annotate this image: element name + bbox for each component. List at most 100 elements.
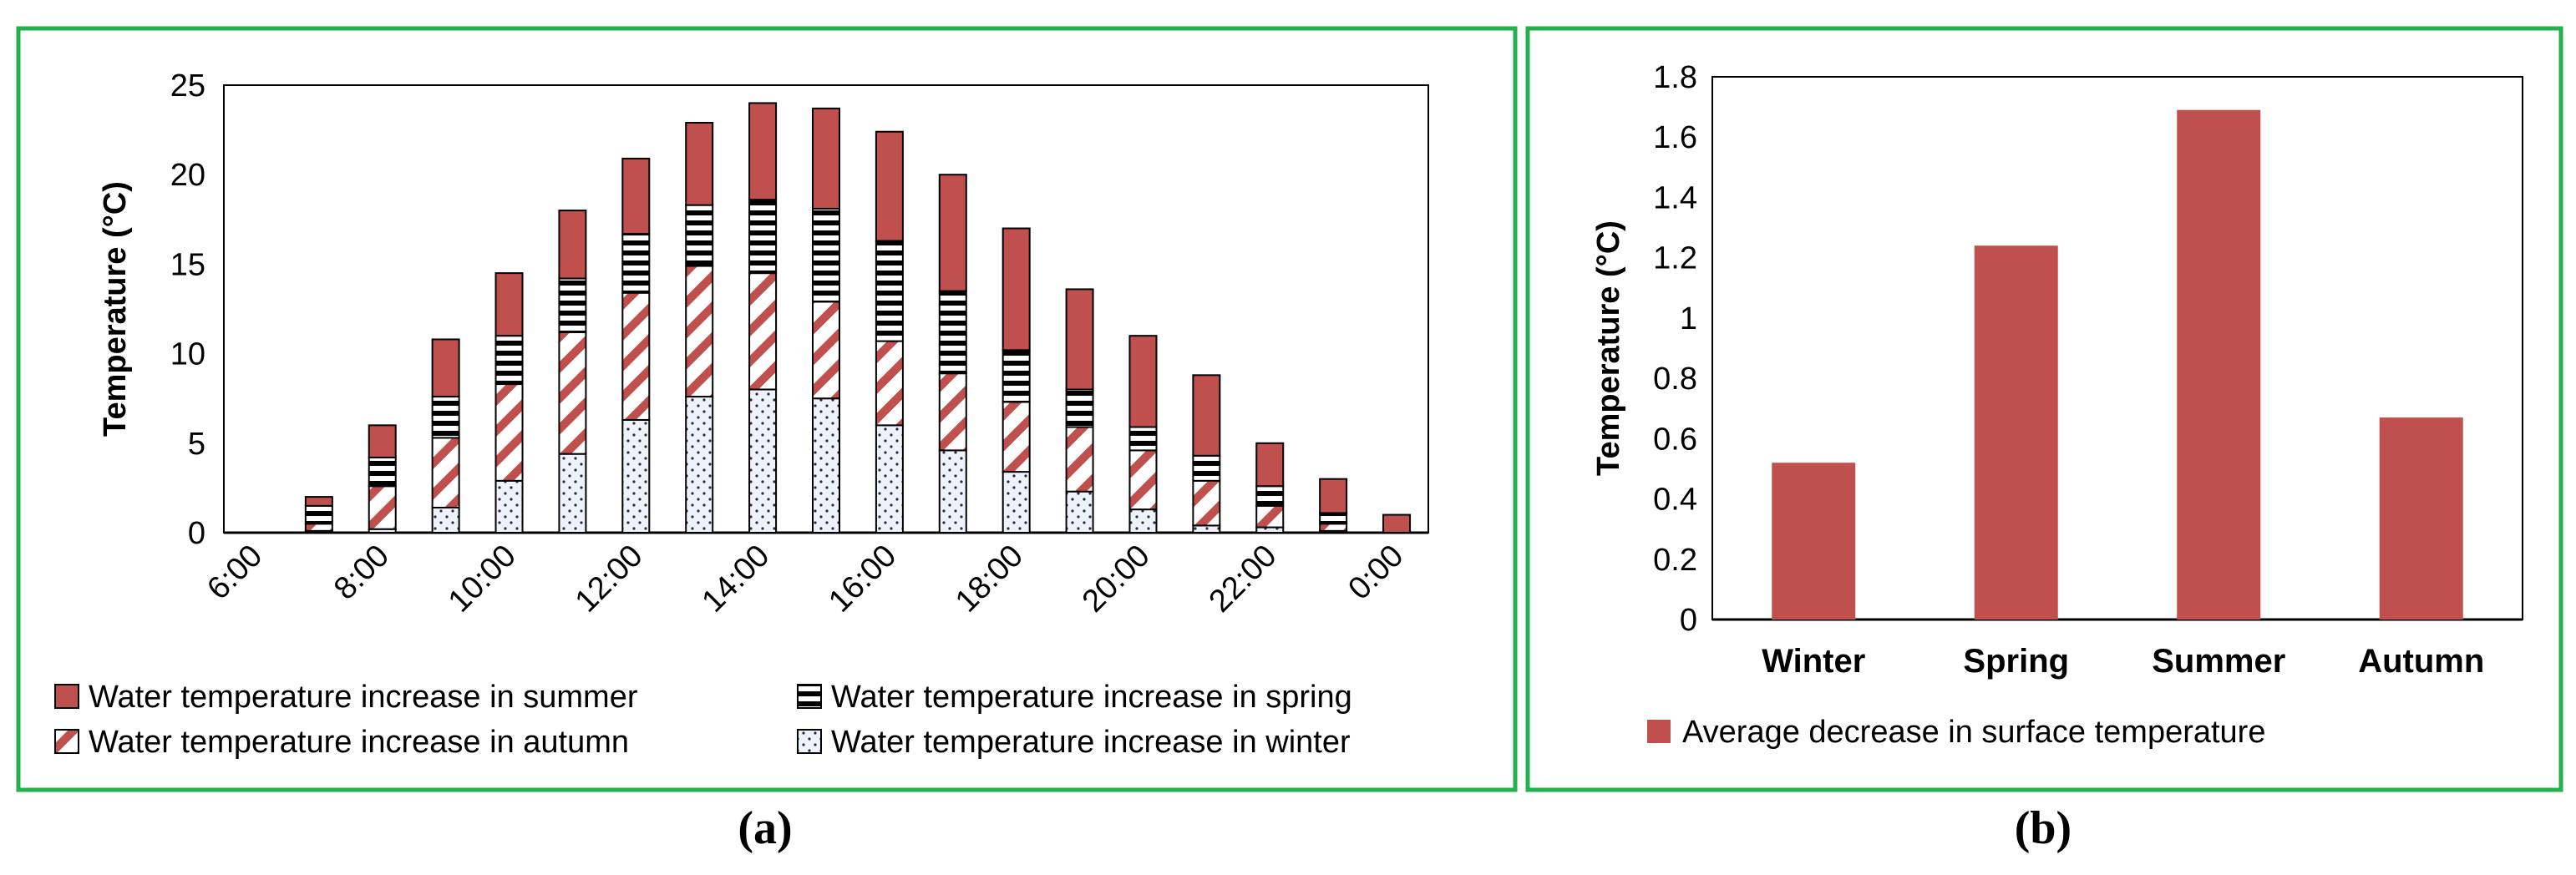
bar-segment-summer-16-00 [875, 130, 904, 242]
bar-segment-summer-7-00 [304, 496, 333, 507]
bar-segment-autumn-8-00 [368, 485, 397, 530]
y-tick-label-b: 0 [1680, 603, 1697, 638]
x-tick-label-a: 20:00 [1076, 539, 1157, 620]
category-label-spring: Spring [1963, 643, 2069, 680]
legend-swatch-spring [797, 684, 822, 709]
panel-a-frame [16, 26, 1518, 792]
legend-swatch-winter [797, 729, 822, 754]
legend-label-autumn: Water temperature increase in autumn [89, 725, 629, 760]
y-tick-label-b: 1.4 [1653, 180, 1697, 215]
bar-segment-autumn-13-00 [685, 265, 714, 398]
y-tick-label-b: 0.2 [1653, 543, 1697, 578]
y-tick-label-a: 5 [188, 427, 205, 462]
legend-swatch-summer [54, 684, 79, 709]
y-tick-label-b: 1.8 [1653, 60, 1697, 95]
bar-summer [2177, 109, 2261, 620]
y-tick-label-b: 0.6 [1653, 422, 1697, 457]
bar-segment-spring-15-00 [812, 207, 840, 303]
bar-segment-autumn-21-00 [1192, 479, 1221, 527]
bar-segment-spring-10-00 [494, 335, 524, 386]
y-tick-label-b: 1.2 [1653, 241, 1697, 276]
bar-segment-autumn-16-00 [875, 340, 904, 427]
y-tick-label-b: 1 [1680, 301, 1697, 336]
category-label-summer: Summer [2152, 643, 2285, 680]
legend-swatch-autumn [54, 729, 79, 754]
bar-segment-summer-18-00 [1001, 227, 1031, 352]
bar-segment-spring-22-00 [1255, 485, 1285, 507]
bar-segment-winter-12-00 [621, 418, 651, 534]
bar-segment-winter-15-00 [812, 397, 840, 534]
bar-segment-winter-20-00 [1128, 508, 1158, 534]
y-tick-label-a: 10 [170, 337, 205, 372]
bar-segment-autumn-14-00 [748, 272, 778, 391]
bar-segment-autumn-15-00 [812, 301, 840, 400]
bar-segment-spring-11-00 [558, 277, 587, 333]
y-tick-label-b: 0.4 [1653, 483, 1697, 518]
x-tick-label-a: 22:00 [1203, 539, 1284, 620]
bar-segment-summer-17-00 [938, 174, 967, 292]
legend-item-winter: Water temperature increase in winter [797, 725, 1351, 760]
bar-segment-autumn-20-00 [1128, 449, 1158, 511]
bar-segment-spring-17-00 [938, 290, 967, 375]
bar-segment-summer-8-00 [368, 424, 397, 458]
y-tick-label-b: 1.6 [1653, 120, 1697, 155]
y-tick-label-a: 25 [170, 68, 205, 104]
bar-segment-summer-11-00 [558, 210, 587, 280]
bar-segment-autumn-22-00 [1255, 504, 1285, 529]
x-tick-label-a: 8:00 [327, 539, 396, 607]
bar-segment-spring-23-00 [1319, 512, 1348, 525]
bar-segment-autumn-19-00 [1065, 426, 1094, 493]
panel-b-frame [1525, 26, 2563, 792]
bar-segment-winter-10-00 [494, 479, 524, 534]
stacked-bar-chart-a: Temperature (°C) 0 5 10 15 20 25 6:00 8:00 10:0… [54, 68, 1429, 760]
bar-segment-winter-17-00 [938, 449, 967, 534]
bar-segment-spring-12-00 [621, 232, 651, 294]
bar-segment-summer-0-00 [1382, 513, 1412, 534]
bar-segment-summer-13-00 [685, 122, 714, 206]
bar-segment-spring-13-00 [685, 204, 714, 267]
bar-segment-spring-21-00 [1192, 454, 1221, 482]
bar-segment-autumn-23-00 [1319, 523, 1348, 532]
bar-segment-summer-20-00 [1128, 335, 1158, 428]
bar-segment-spring-18-00 [1001, 349, 1031, 403]
bar-chart-b: Temperature (°C) 0 0.2 0.4 0.6 0.8 1 1.2 1.4 1.6… [1591, 60, 2523, 750]
y-axis-label-b: Temperature (°C) [1591, 220, 1626, 476]
x-tick-label-a: 18:00 [949, 539, 1030, 620]
x-tick-label-a: 6:00 [200, 539, 269, 607]
bar-segment-spring-20-00 [1128, 426, 1158, 452]
legend-a: Water temperature increase in summer Wat… [54, 680, 1352, 760]
bar-segment-winter-19-00 [1065, 490, 1094, 534]
x-tick-label-a: 16:00 [822, 539, 903, 620]
legend-item-spring: Water temperature increase in spring [797, 680, 1352, 715]
legend-item-autumn: Water temperature increase in autumn [54, 725, 629, 760]
bar-segment-winter-16-00 [875, 424, 904, 534]
y-tick-label-b: 0.8 [1653, 362, 1697, 397]
legend-label-summer: Water temperature increase in summer [89, 680, 638, 715]
bar-winter [1772, 463, 1856, 620]
bar-segment-spring-9-00 [431, 396, 460, 439]
bar-segment-autumn-7-00 [304, 523, 333, 532]
legend-item-summer: Water temperature increase in summer [54, 680, 638, 715]
bar-segment-spring-8-00 [368, 456, 397, 488]
x-tick-label-a: 10:00 [442, 539, 523, 620]
bar-segment-winter-14-00 [748, 388, 778, 534]
bar-segment-summer-22-00 [1255, 442, 1285, 488]
legend-label-spring: Water temperature increase in spring [831, 680, 1352, 715]
bar-segment-summer-9-00 [431, 338, 460, 398]
y-tick-label-a: 15 [170, 247, 205, 282]
y-tick-label-a: 20 [170, 158, 205, 193]
bar-segment-autumn-17-00 [938, 372, 967, 452]
bar-spring [1974, 245, 2058, 620]
bar-segment-summer-12-00 [621, 157, 651, 235]
legend-swatch-average-decrease [1647, 720, 1671, 743]
bar-segment-autumn-10-00 [494, 383, 524, 482]
bar-segment-autumn-12-00 [621, 291, 651, 421]
bar-segment-winter-11-00 [558, 453, 587, 534]
x-tick-label-a: 0:00 [1341, 539, 1410, 607]
legend-b: Average decrease in surface temperature [1647, 715, 2265, 750]
category-label-autumn: Autumn [2358, 643, 2484, 680]
bar-segment-winter-21-00 [1192, 524, 1221, 534]
bar-segment-autumn-9-00 [431, 437, 460, 508]
bar-segment-summer-19-00 [1065, 288, 1094, 391]
